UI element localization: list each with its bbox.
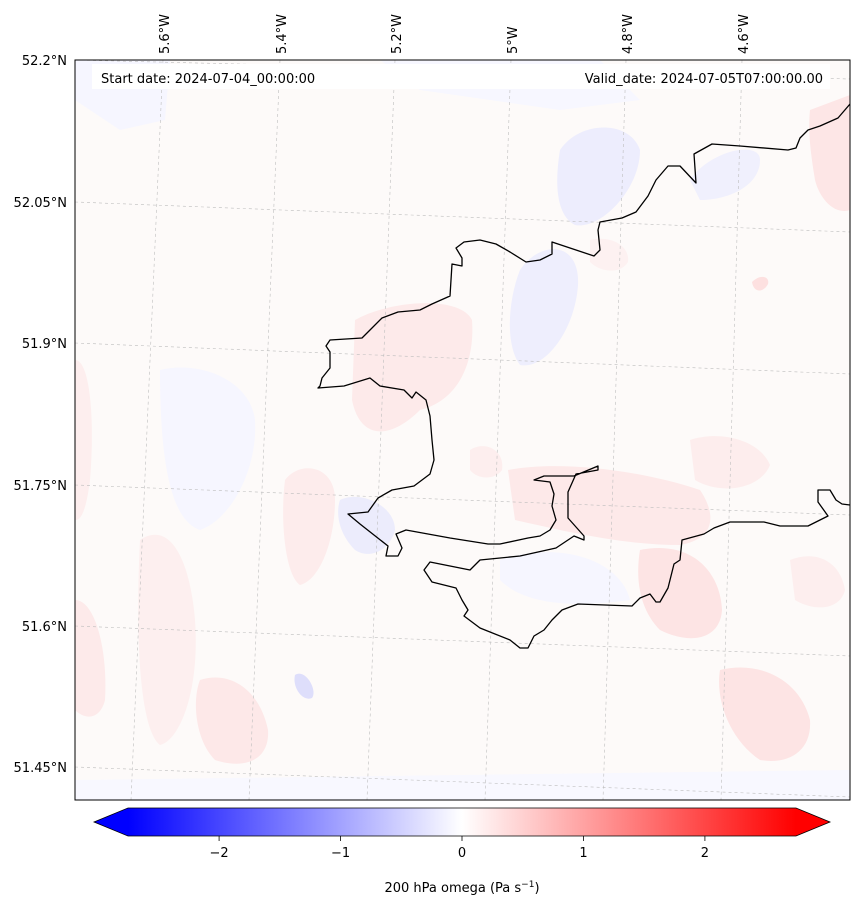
start-date-label: Start date: 2024-07-04_00:00:00	[101, 72, 315, 87]
colorbar-ticks: −2 −1 0 1 2	[210, 836, 709, 861]
colorbar-tick-label: −1	[331, 846, 350, 861]
lat-label: 52.05°N	[14, 196, 67, 211]
header-strip	[92, 64, 830, 89]
lon-label: 4.6°W	[737, 14, 752, 54]
lon-label: 5.6°W	[158, 14, 173, 54]
lon-label: 5°W	[506, 26, 521, 54]
colorbar-tick-label: 1	[579, 846, 587, 861]
lat-label: 51.75°N	[14, 479, 67, 494]
lat-label: 52.2°N	[22, 54, 67, 69]
lon-label: 4.8°W	[621, 14, 636, 54]
colorbar-gradient	[128, 808, 796, 836]
omega-field	[75, 60, 850, 800]
plot-frame	[74, 59, 851, 801]
colorbar-label: 200 hPa omega (Pa s−1)	[384, 880, 539, 896]
colorbar-min-extend	[94, 808, 128, 836]
colorbar-tick-label: −2	[210, 846, 229, 861]
latitude-labels: 52.2°N 52.05°N 51.9°N 51.75°N 51.6°N 51.…	[14, 54, 67, 776]
colorbar-max-extend	[796, 808, 830, 836]
colorbar-tick-label: 0	[458, 846, 466, 861]
lon-label: 5.2°W	[390, 14, 405, 54]
longitude-labels: 5.6°W 5.4°W 5.2°W 5°W 4.8°W 4.6°W	[158, 14, 752, 54]
valid-date-label: Valid_date: 2024-07-05T07:00:00.00	[585, 72, 823, 87]
coastline	[317, 103, 850, 649]
lat-label: 51.6°N	[22, 620, 67, 635]
colorbar-tick-label: 2	[701, 846, 709, 861]
lat-label: 51.9°N	[22, 337, 67, 352]
lon-label: 5.4°W	[275, 14, 290, 54]
lat-label: 51.45°N	[14, 761, 67, 776]
colorbar: −2 −1 0 1 2 200 hPa omega (Pa s−1)	[92, 807, 832, 896]
